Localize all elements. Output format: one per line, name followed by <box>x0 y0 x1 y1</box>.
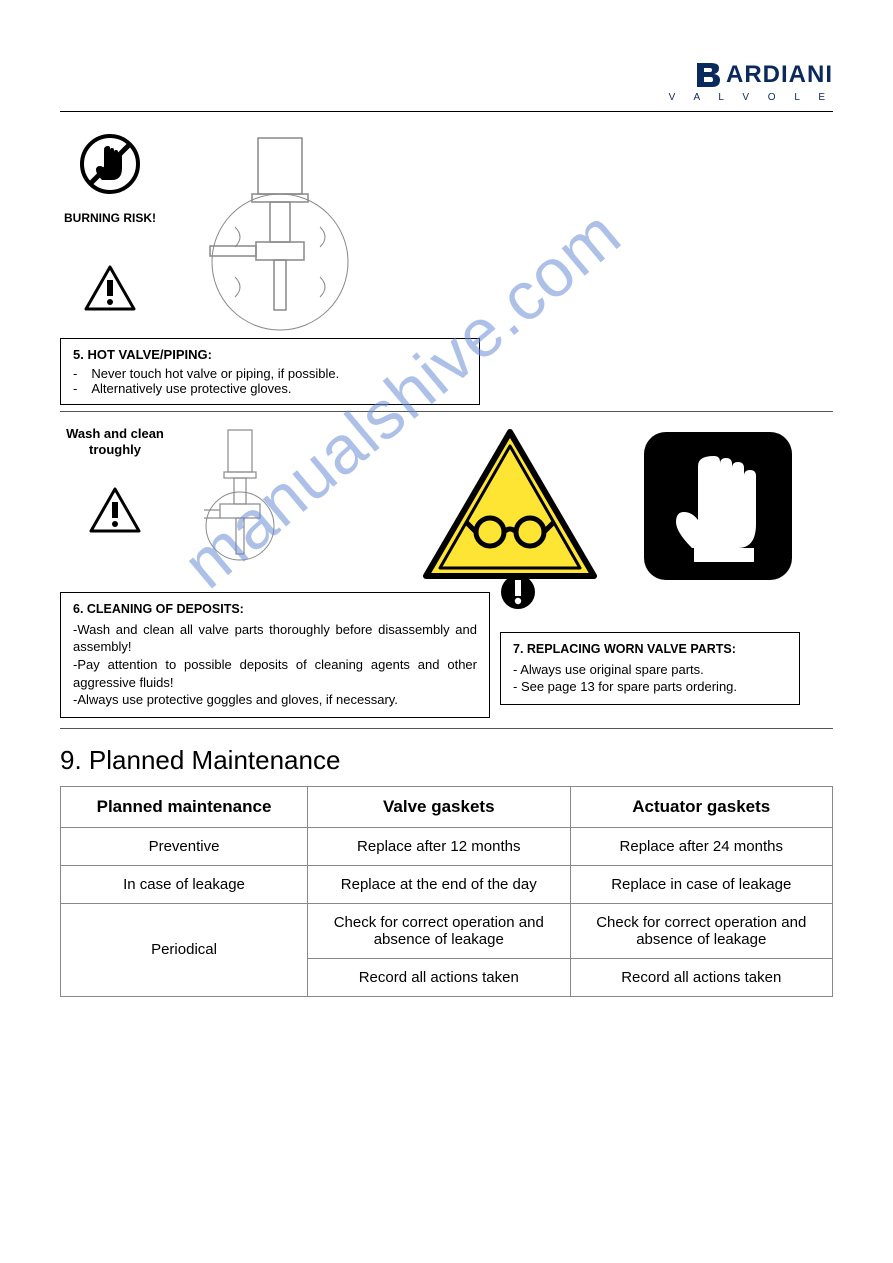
box6-line: -Always use protective goggles and glove… <box>73 691 477 709</box>
logo-subtext: V A L V O L E <box>669 92 833 103</box>
table-row: Periodical Check for correct operation a… <box>61 903 833 958</box>
cell-label: Preventive <box>61 827 308 865</box>
logo: ARDIANI V A L V O L E <box>669 60 833 103</box>
valve-small-diagram-icon <box>190 426 290 566</box>
box-cleaning-deposits: 6. CLEANING OF DEPOSITS: -Wash and clean… <box>60 592 490 718</box>
divider <box>60 411 833 412</box>
cell-label: In case of leakage <box>61 865 308 903</box>
cell-actuator: Record all actions taken <box>570 958 833 996</box>
box7-line: - See page 13 for spare parts ordering. <box>513 678 787 696</box>
box7-column: 7. REPLACING WORN VALVE PARTS: - Always … <box>500 592 800 705</box>
box7-title: 7. REPLACING WORN VALVE PARTS: <box>513 641 787 658</box>
cell-actuator: Replace after 24 months <box>570 827 833 865</box>
burning-risk-label: BURNING RISK! <box>64 211 156 225</box>
table-body: Preventive Replace after 12 months Repla… <box>61 827 833 996</box>
col-valve: Valve gaskets <box>308 786 570 827</box>
section9-heading: 9. Planned Maintenance <box>60 745 833 776</box>
logo-text: ARDIANI <box>726 61 833 89</box>
table-header-row: Planned maintenance Valve gaskets Actuat… <box>61 786 833 827</box>
box7-line: - Always use original spare parts. <box>513 661 787 679</box>
caution-triangle-icon <box>89 487 141 538</box>
cell-valve: Record all actions taken <box>308 958 570 996</box>
logo-top: ARDIANI <box>694 60 833 90</box>
box6-title: 6. CLEANING OF DEPOSITS: <box>73 601 477 618</box>
valve-diagram-icon <box>180 132 380 332</box>
table-row: In case of leakage Replace at the end of… <box>61 865 833 903</box>
section67-boxes: 6. CLEANING OF DEPOSITS: -Wash and clean… <box>60 592 833 718</box>
wash-column: Wash and clean troughly <box>60 426 170 538</box>
cell-valve: Replace at the end of the day <box>308 865 570 903</box>
col-actuator: Actuator gaskets <box>570 786 833 827</box>
divider <box>60 728 833 729</box>
section5-figures: BURNING RISK! <box>60 132 833 332</box>
caution-triangle-icon <box>84 265 136 311</box>
box6-line: -Pay attention to possible deposits of c… <box>73 656 477 691</box>
table-row: Preventive Replace after 12 months Repla… <box>61 827 833 865</box>
cell-valve: Check for correct operation and absence … <box>308 903 570 958</box>
logo-row: ARDIANI V A L V O L E <box>60 60 833 103</box>
box5-line2: -Alternatively use protective gloves. <box>73 381 467 396</box>
box5-line1: -Never touch hot valve or piping, if pos… <box>73 366 467 381</box>
logo-b-icon <box>694 60 724 90</box>
exclamation-circle-icon <box>500 574 536 610</box>
section6-figures: Wash and clean troughly <box>60 426 833 586</box>
box5-title: 5. HOT VALVE/PIPING: <box>73 347 467 362</box>
page: manualshive.com ARDIANI V A L V O L E <box>0 0 893 1037</box>
burning-column: BURNING RISK! <box>60 132 160 311</box>
box-hot-valve: 5. HOT VALVE/PIPING: -Never touch hot va… <box>60 338 480 405</box>
box-replacing-parts: 7. REPLACING WORN VALVE PARTS: - Always … <box>500 632 800 705</box>
cell-valve: Replace after 12 months <box>308 827 570 865</box>
box6-line: -Wash and clean all valve parts thorough… <box>73 621 477 656</box>
cell-actuator: Check for correct operation and absence … <box>570 903 833 958</box>
divider <box>60 111 833 112</box>
cell-actuator: Replace in case of leakage <box>570 865 833 903</box>
maintenance-table: Planned maintenance Valve gaskets Actuat… <box>60 786 833 997</box>
col-planned: Planned maintenance <box>61 786 308 827</box>
no-touch-icon <box>78 132 142 201</box>
wash-label: Wash and clean troughly <box>60 426 170 457</box>
cell-label: Periodical <box>61 903 308 996</box>
goggles-warning-icon <box>420 426 600 586</box>
glove-sign-icon <box>638 426 798 586</box>
table-head: Planned maintenance Valve gaskets Actuat… <box>61 786 833 827</box>
